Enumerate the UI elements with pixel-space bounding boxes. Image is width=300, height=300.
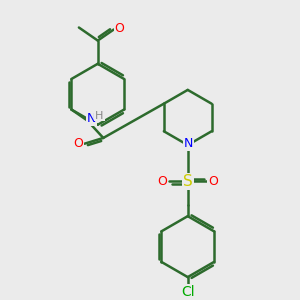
Text: H: H bbox=[95, 111, 104, 121]
Text: Cl: Cl bbox=[181, 285, 194, 298]
Text: S: S bbox=[183, 174, 193, 189]
Text: O: O bbox=[115, 22, 124, 34]
Text: N: N bbox=[184, 136, 193, 149]
Text: O: O bbox=[157, 175, 167, 188]
Text: N: N bbox=[87, 112, 96, 125]
Text: O: O bbox=[208, 175, 218, 188]
Text: O: O bbox=[73, 137, 83, 150]
